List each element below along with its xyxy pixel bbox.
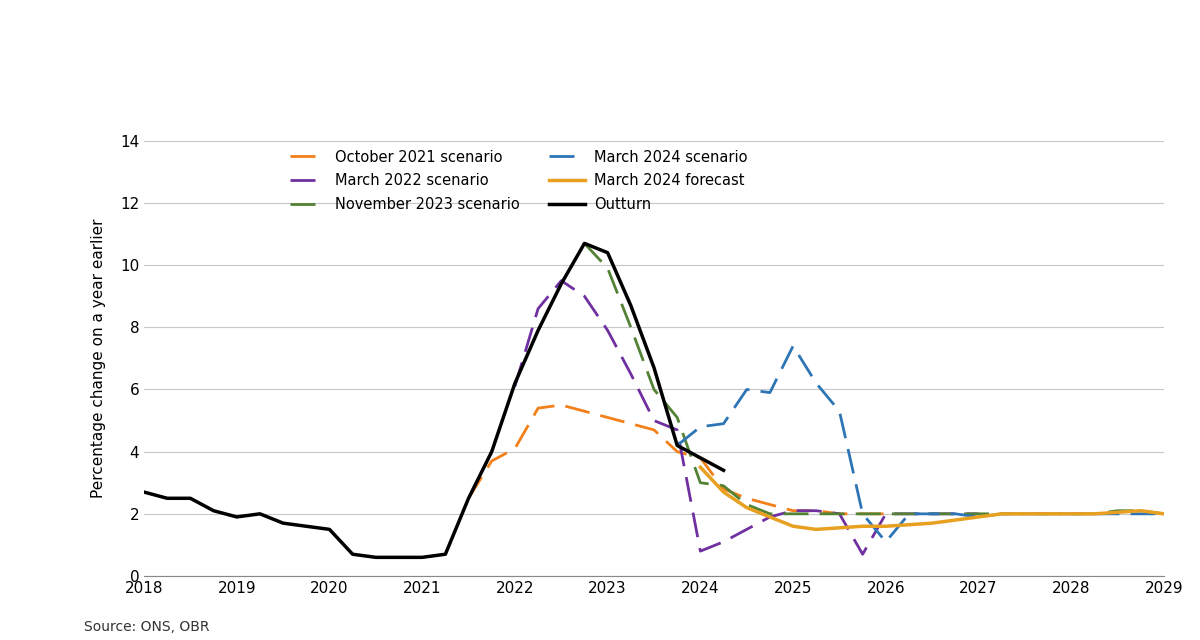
Legend: October 2021 scenario, March 2022 scenario, November 2023 scenario, March 2024 s: October 2021 scenario, March 2022 scenar… [284, 144, 754, 218]
Y-axis label: Percentage change on a year earlier: Percentage change on a year earlier [91, 219, 106, 498]
Text: Source: ONS, OBR: Source: ONS, OBR [84, 620, 210, 634]
